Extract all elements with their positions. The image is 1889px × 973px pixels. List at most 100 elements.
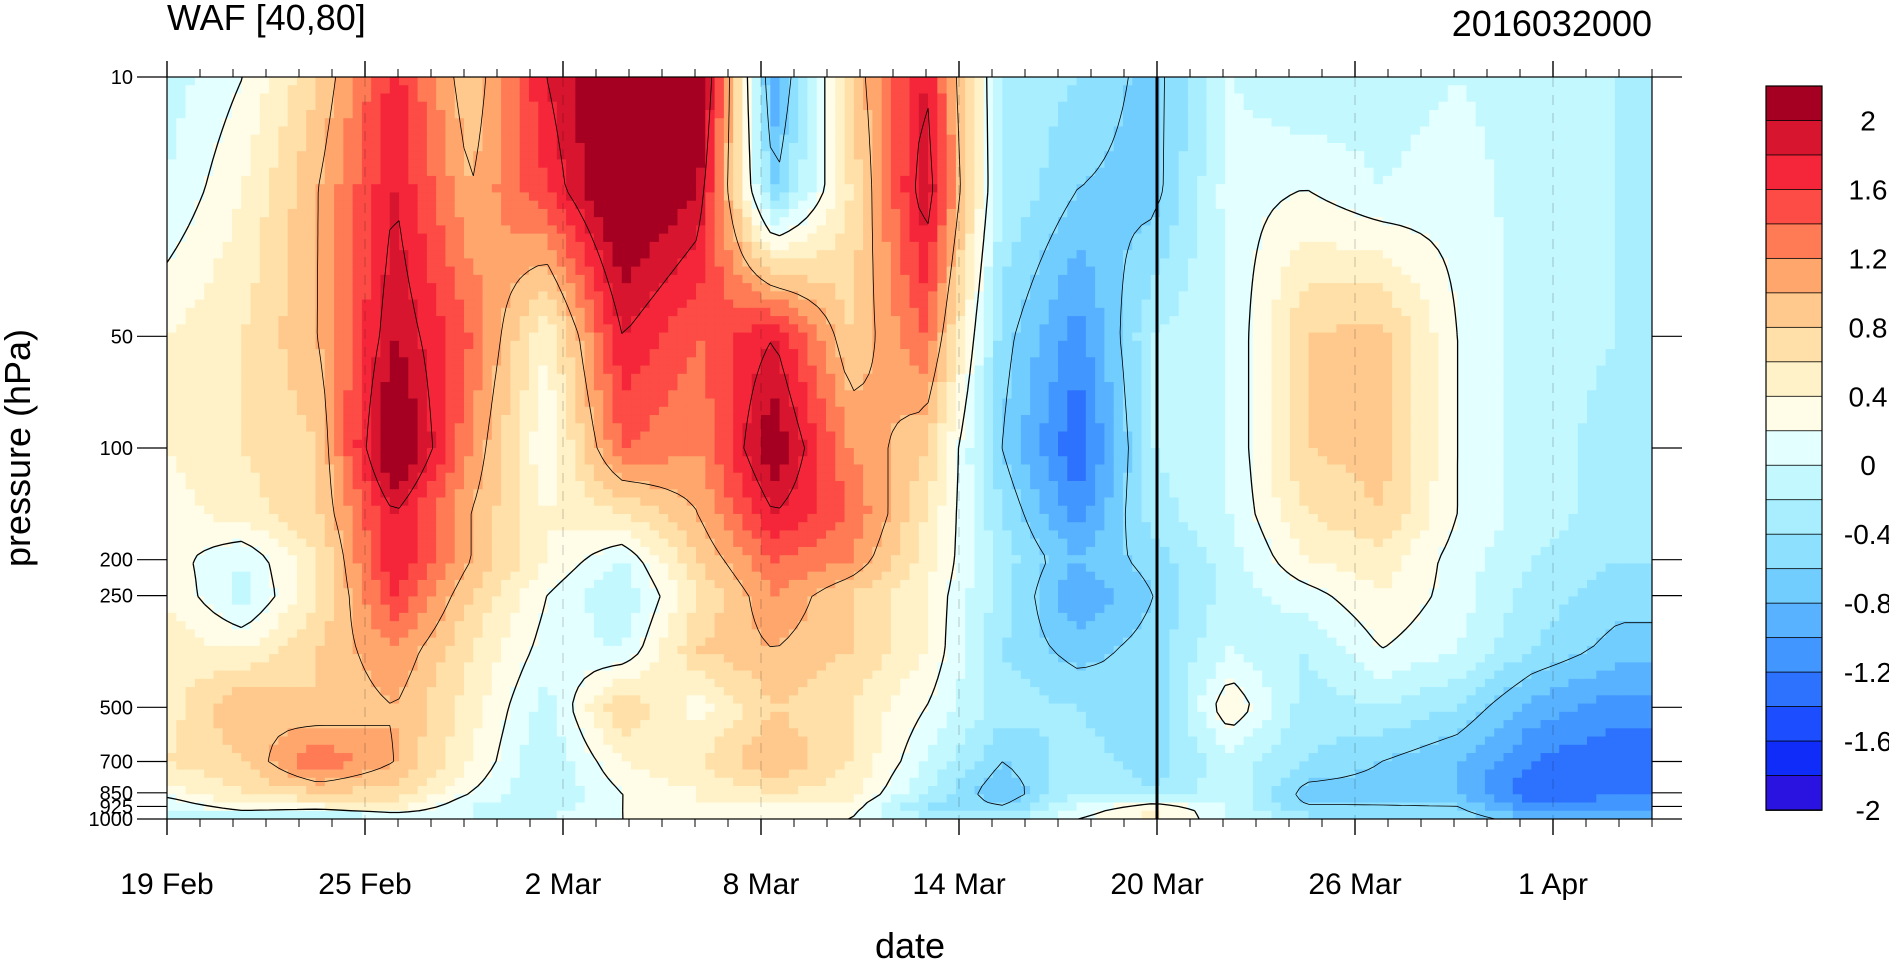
- contour-cell: [343, 324, 354, 334]
- contour-cell: [1392, 274, 1403, 284]
- contour-cell: [612, 316, 623, 325]
- contour-cell: [844, 225, 855, 235]
- contour-cell: [445, 283, 456, 292]
- contour-cell: [464, 316, 474, 325]
- contour-cell: [603, 274, 614, 284]
- contour-cell: [1317, 167, 1328, 177]
- contour-cell: [389, 142, 400, 152]
- contour-cell: [928, 192, 938, 202]
- contour-cell: [352, 118, 363, 128]
- contour-cell: [946, 175, 957, 185]
- contour-cell: [510, 283, 521, 292]
- contour-cell: [436, 274, 447, 284]
- contour-cell: [464, 167, 474, 177]
- contour-cell: [1085, 126, 1096, 136]
- contour-cell: [213, 208, 224, 218]
- contour-cell: [1030, 77, 1041, 86]
- contour-cell: [928, 167, 938, 177]
- contour-cell: [705, 283, 716, 292]
- contour-cell: [1642, 241, 1652, 251]
- contour-cell: [1540, 192, 1551, 202]
- contour-cell: [1132, 233, 1143, 243]
- contour-cell: [723, 258, 734, 268]
- contour-cell: [974, 118, 985, 128]
- contour-cell: [900, 274, 911, 284]
- contour-cell: [1568, 225, 1579, 235]
- contour-cell: [983, 200, 994, 210]
- contour-cell: [454, 192, 465, 202]
- contour-cell: [1419, 175, 1430, 185]
- contour-cell: [1540, 274, 1551, 284]
- contour-cell: [1447, 118, 1458, 128]
- contour-cell: [167, 151, 177, 161]
- contour-cell: [1178, 167, 1189, 177]
- contour-cell: [1030, 126, 1041, 136]
- contour-cell: [1067, 307, 1078, 317]
- contour-cell: [1373, 217, 1384, 226]
- contour-cell: [1633, 200, 1644, 210]
- contour-cell: [1243, 316, 1254, 325]
- contour-cell: [296, 208, 307, 218]
- contour-cell: [872, 266, 883, 276]
- contour-cell: [1568, 167, 1579, 177]
- contour-cell: [1141, 200, 1152, 210]
- contour-cell: [426, 208, 437, 218]
- contour-cell: [399, 316, 409, 325]
- contour-cell: [835, 307, 846, 317]
- contour-cell: [872, 109, 883, 119]
- contour-cell: [231, 208, 242, 218]
- contour-cell: [677, 167, 688, 177]
- contour-cell: [1577, 208, 1588, 218]
- contour-cell: [352, 316, 363, 325]
- contour-cell: [315, 200, 326, 210]
- contour-cell: [1243, 250, 1254, 259]
- contour-cell: [612, 85, 623, 95]
- contour-cell: [1605, 266, 1616, 276]
- contour-cell: [993, 85, 1003, 95]
- contour-cell: [649, 142, 660, 152]
- contour-cell: [705, 109, 716, 119]
- contour-cell: [278, 118, 289, 128]
- contour-cell: [1438, 291, 1449, 301]
- contour-cell: [1587, 307, 1597, 317]
- contour-cell: [742, 184, 753, 194]
- contour-cell: [965, 208, 976, 218]
- contour-cell: [1197, 142, 1208, 152]
- contour-cell: [1002, 167, 1013, 177]
- contour-cell: [937, 175, 948, 185]
- contour-cell: [733, 316, 744, 325]
- contour-cell: [259, 142, 270, 152]
- contour-cell: [1587, 217, 1597, 226]
- contour-cell: [1596, 274, 1607, 284]
- contour-cell: [612, 101, 623, 111]
- contour-cell: [1160, 283, 1170, 292]
- contour-cell: [761, 258, 771, 268]
- contour-cell: [1410, 274, 1421, 284]
- contour-cell: [1308, 241, 1319, 251]
- contour-cell: [1002, 283, 1013, 292]
- contour-cell: [389, 109, 400, 119]
- contour-cell: [380, 167, 391, 177]
- contour-cell: [1243, 175, 1254, 185]
- contour-cell: [1002, 142, 1013, 152]
- contour-cell: [649, 324, 660, 334]
- contour-cell: [222, 266, 233, 276]
- contour-cell: [1503, 151, 1514, 161]
- contour-cell: [1225, 217, 1235, 226]
- contour-cell: [1531, 241, 1542, 251]
- contour-cell: [1484, 241, 1495, 251]
- contour-cell: [1206, 159, 1217, 169]
- contour-cell: [696, 192, 706, 202]
- contour-cell: [1039, 283, 1050, 292]
- contour-cell: [1039, 299, 1050, 309]
- contour-cell: [528, 184, 539, 194]
- contour-cell: [222, 85, 233, 95]
- contour-cell: [296, 175, 307, 185]
- contour-cell: [1587, 225, 1597, 235]
- contour-cell: [1271, 316, 1282, 325]
- contour-cell: [1160, 175, 1170, 185]
- contour-cell: [1011, 217, 1022, 226]
- contour-cell: [1234, 175, 1245, 185]
- contour-cell: [380, 101, 391, 111]
- contour-cell: [1095, 118, 1106, 128]
